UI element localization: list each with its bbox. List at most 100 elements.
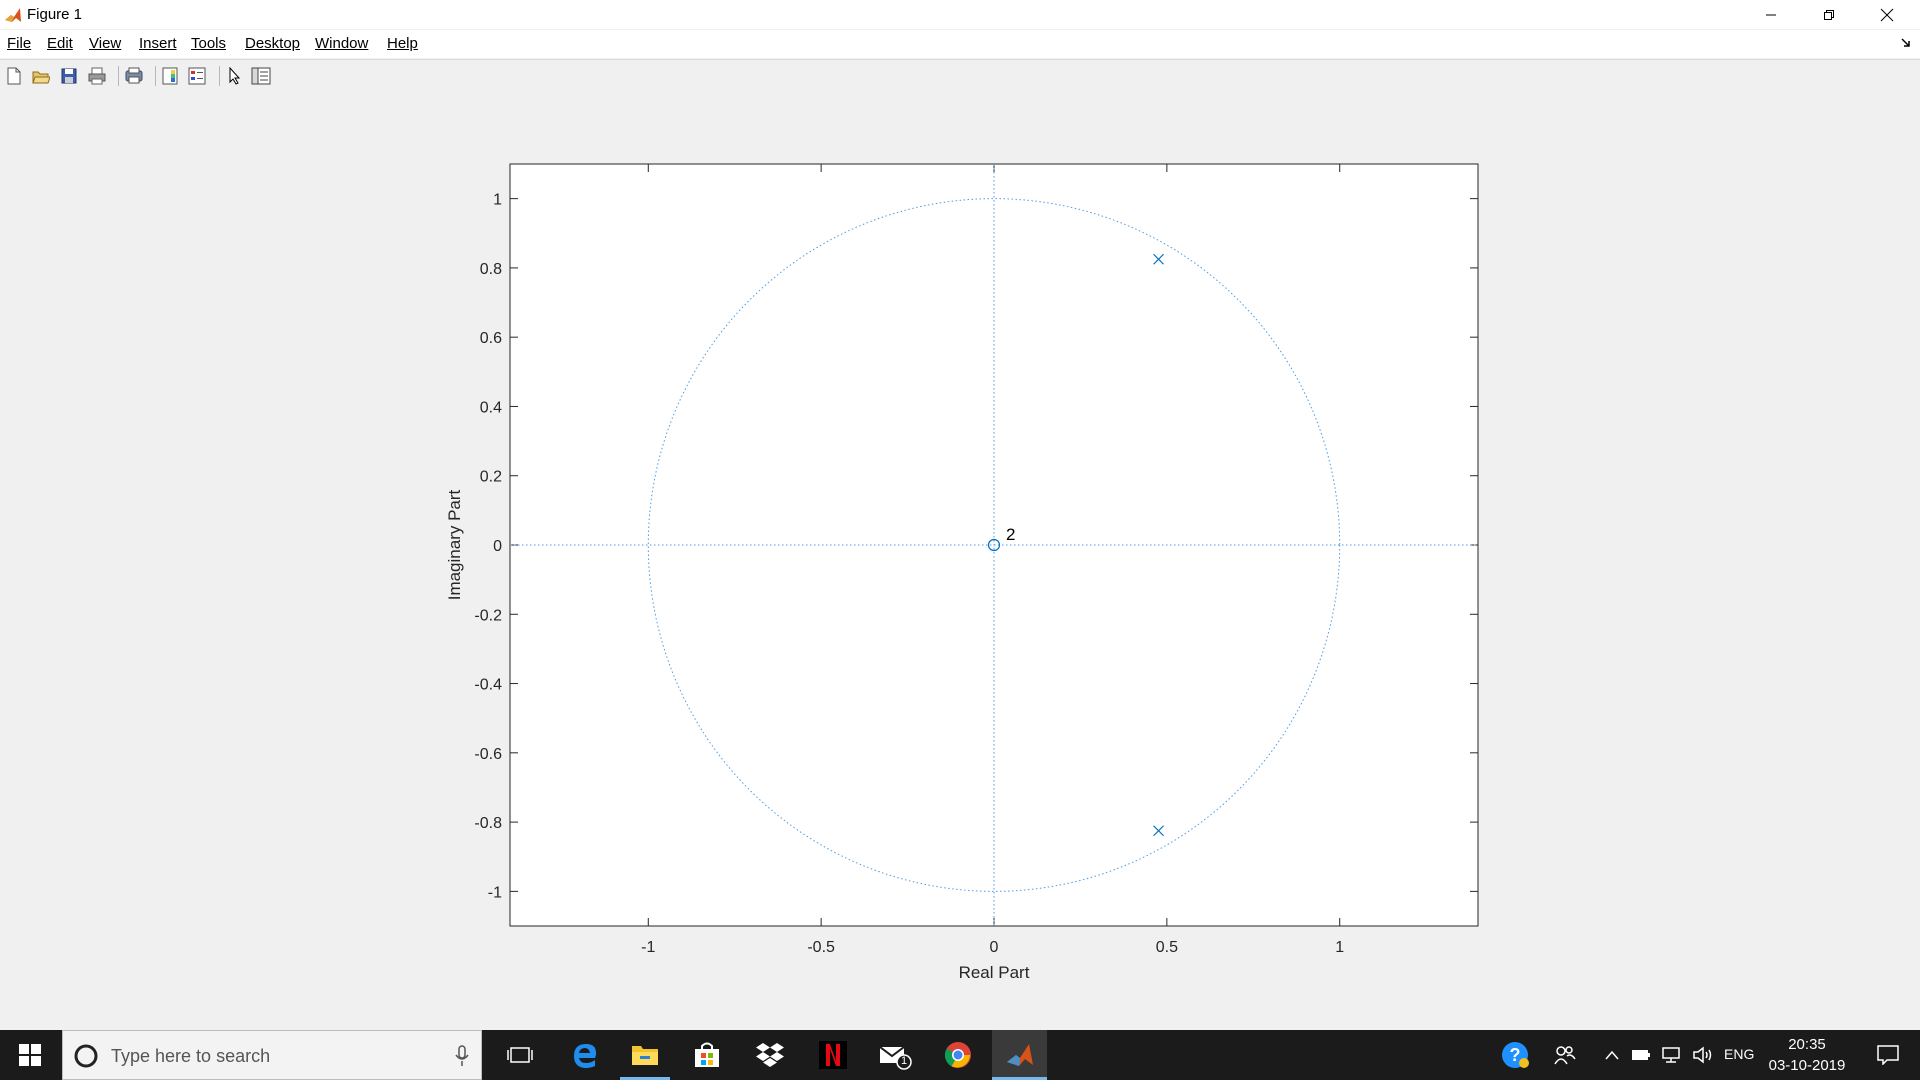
taskbar-search-box[interactable]: Type here to search (62, 1030, 482, 1080)
new-figure-button[interactable] (2, 65, 26, 87)
task-view-button[interactable] (495, 1030, 545, 1080)
windows-taskbar: Type here to search 1 ? (0, 1030, 1920, 1080)
volume-icon (1693, 1046, 1712, 1064)
store-bag-icon (695, 1042, 719, 1067)
print-preview-button[interactable] (122, 65, 146, 87)
legend-icon (188, 67, 206, 85)
print-preview-icon (125, 67, 143, 84)
taskbar-netflix[interactable] (808, 1030, 858, 1080)
mail-icon (879, 1046, 912, 1070)
x-axis-label: Real Part (959, 963, 1030, 982)
network-icon (1662, 1047, 1680, 1063)
tray-network[interactable] (1659, 1030, 1685, 1080)
toolbar-separator (118, 66, 119, 86)
edge-browser-icon (574, 1044, 597, 1068)
menu-insert[interactable]: Insert (139, 35, 177, 52)
matlab-taskbar-icon (1006, 1044, 1033, 1066)
menu-file-label: File (7, 35, 32, 52)
open-file-icon (32, 71, 50, 84)
notification-icon (1877, 1045, 1899, 1065)
tray-volume[interactable] (1690, 1030, 1716, 1080)
menu-window[interactable]: Window (315, 35, 368, 52)
y-tick-label: 0.6 (480, 330, 502, 347)
taskbar-mail[interactable]: 1 (870, 1030, 920, 1080)
colorbar-icon (162, 67, 178, 85)
menu-file[interactable]: File (7, 35, 31, 52)
x-tick-label: -0.5 (807, 939, 835, 956)
help-question-icon: ? (1502, 1042, 1529, 1068)
pole-zero-plot: -1 -0.5 0 0.5 1 -1 -0.8 -0.6 -0.4 -0.2 0 0.2 0.4 0.6 0… (445, 163, 1479, 982)
taskbar-clock[interactable]: 20:35 03-10-2019 (1757, 1034, 1857, 1076)
tray-show-hidden[interactable] (1600, 1030, 1624, 1080)
y-tick-label: -0.8 (474, 815, 502, 832)
figure-canvas: -1 -0.5 0 0.5 1 -1 -0.8 -0.6 -0.4 -0.2 0 0.2 0.4 0.6 0… (0, 92, 1920, 1030)
tray-battery[interactable] (1629, 1030, 1653, 1080)
taskbar-dropbox[interactable] (745, 1030, 795, 1080)
undock-arrow-icon[interactable] (1900, 36, 1912, 48)
menu-window-label: Window (315, 35, 369, 52)
dropbox-icon (756, 1043, 784, 1067)
file-explorer-running-indicator (620, 1077, 670, 1080)
cortana-circle-icon (74, 1044, 98, 1068)
start-button[interactable] (0, 1030, 60, 1080)
property-inspector-button[interactable] (249, 65, 273, 87)
pole-marker (1153, 825, 1164, 837)
task-view-icon (507, 1047, 533, 1063)
insert-legend-button[interactable] (185, 65, 209, 87)
y-tick-label: 0.2 (480, 469, 502, 486)
save-button[interactable] (57, 65, 81, 87)
restore-button[interactable] (1800, 0, 1858, 29)
taskbar-matlab[interactable] (992, 1030, 1047, 1080)
microphone-icon[interactable] (455, 1045, 469, 1067)
taskbar-edge[interactable] (560, 1030, 610, 1080)
tray-help[interactable]: ? (1490, 1030, 1540, 1080)
pole-marker (1153, 253, 1164, 265)
toolbar-separator (155, 66, 156, 86)
minimize-button[interactable] (1742, 0, 1800, 29)
menu-edit[interactable]: Edit (47, 35, 73, 52)
y-tick-label: -1 (488, 884, 502, 901)
y-axis-label: Imaginary Part (445, 489, 464, 600)
edit-plot-button[interactable] (223, 65, 247, 87)
taskbar-store[interactable] (682, 1030, 732, 1080)
y-tick-label: 1 (493, 192, 502, 209)
open-file-button[interactable] (29, 65, 53, 87)
menu-desktop[interactable]: Desktop (245, 35, 300, 52)
menu-view[interactable]: View (89, 35, 121, 52)
axis-ticks: -1 -0.5 0 0.5 1 -1 -0.8 -0.6 -0.4 -0.2 0 0.2 0.4 0.6 0… (474, 164, 1478, 956)
close-button[interactable] (1858, 0, 1916, 29)
y-tick-label: 0.8 (480, 261, 502, 278)
print-button[interactable] (85, 65, 109, 87)
zero-marker (987, 538, 1001, 552)
insert-colorbar-button[interactable] (158, 65, 182, 87)
windows-logo-icon (19, 1044, 41, 1066)
menu-help[interactable]: Help (387, 35, 418, 52)
language-indicator[interactable]: ENG (1724, 1046, 1755, 1062)
menu-bar: File Edit View Insert Tools Desktop Wind… (0, 30, 1920, 58)
property-inspector-icon (251, 67, 271, 85)
print-icon (88, 67, 106, 85)
x-tick-label: 1 (1335, 939, 1344, 956)
x-tick-label: -1 (641, 939, 655, 956)
new-figure-icon (7, 67, 21, 85)
action-center-button[interactable] (1863, 1030, 1913, 1080)
chevron-up-icon (1605, 1050, 1619, 1060)
svg-text:?: ? (1510, 1045, 1521, 1065)
save-icon (61, 68, 77, 84)
taskbar-chrome[interactable] (933, 1030, 983, 1080)
chrome-icon (944, 1042, 971, 1068)
unit-circle-guides (510, 164, 1478, 926)
menu-tools[interactable]: Tools (191, 35, 226, 52)
taskbar-file-explorer[interactable] (620, 1030, 670, 1080)
zero-multiplicity-label: 2 (1006, 525, 1015, 544)
restore-icon (1824, 9, 1834, 20)
y-tick-label: -0.4 (474, 677, 502, 694)
minimize-icon (1766, 14, 1776, 15)
menu-tools-label: Tools (191, 35, 227, 52)
pole-stroke (1153, 825, 1164, 837)
tray-people[interactable] (1545, 1030, 1585, 1080)
y-tick-label: -0.6 (474, 746, 502, 763)
battery-icon (1632, 1050, 1650, 1060)
menu-insert-label: Insert (139, 35, 177, 52)
x-tick-label: 0.5 (1156, 939, 1178, 956)
